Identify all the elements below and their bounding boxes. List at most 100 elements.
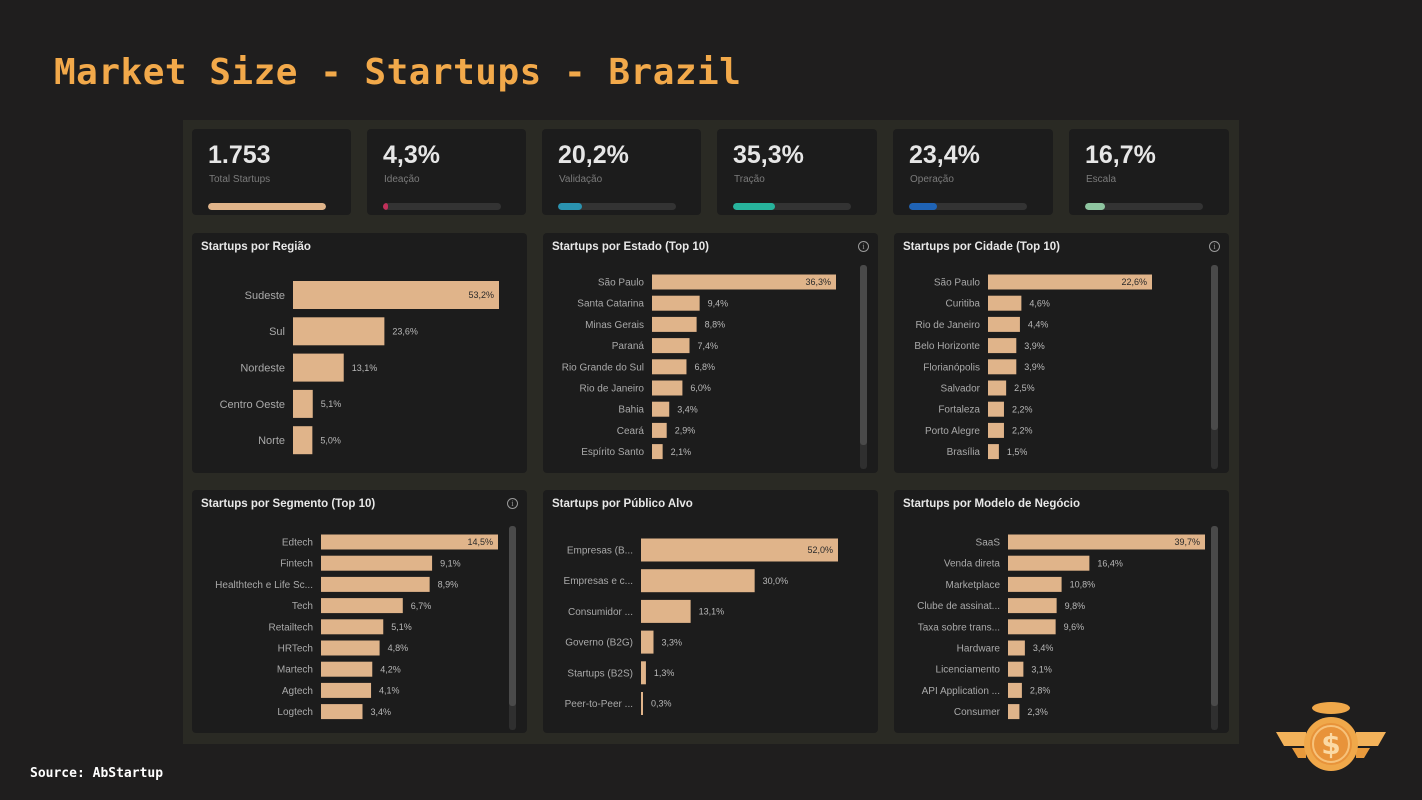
bar[interactable]	[1008, 640, 1025, 656]
bar[interactable]	[1008, 555, 1090, 571]
data-label: 4,6%	[1029, 298, 1050, 308]
category-label: Belo Horizonte	[914, 341, 980, 352]
bar[interactable]	[641, 569, 755, 593]
kpi-card: 20,2% Validação	[542, 129, 701, 215]
info-icon[interactable]: i	[1209, 241, 1220, 252]
scrollbar[interactable]	[509, 526, 516, 730]
kpi-progress-fill	[909, 203, 937, 210]
category-label: Tech	[292, 601, 313, 612]
bar[interactable]	[988, 295, 1022, 311]
bar[interactable]	[652, 316, 697, 332]
bar[interactable]	[988, 359, 1017, 375]
data-label: 4,8%	[388, 643, 409, 653]
bar[interactable]	[652, 444, 663, 460]
bar[interactable]	[321, 704, 363, 720]
bar[interactable]	[321, 619, 384, 635]
category-label: Taxa sobre trans...	[918, 622, 1000, 633]
bar[interactable]	[1008, 682, 1022, 698]
bar[interactable]	[652, 422, 667, 438]
bar[interactable]	[321, 682, 372, 698]
bar[interactable]	[988, 422, 1004, 438]
scrollbar[interactable]	[1211, 526, 1218, 730]
bar[interactable]	[321, 576, 430, 592]
chart-panel: Startups por Modelo de Negócio SaaS 39,7% V…	[894, 490, 1229, 733]
bar[interactable]	[652, 359, 687, 375]
category-label: Martech	[277, 665, 313, 676]
data-label: 4,1%	[379, 686, 400, 696]
bar[interactable]	[293, 389, 313, 418]
bar[interactable]	[293, 353, 344, 382]
bar[interactable]	[1008, 534, 1205, 550]
page-title: Market Size - Startups - Brazil	[54, 52, 742, 93]
bar[interactable]	[652, 338, 690, 354]
scrollbar[interactable]	[860, 265, 867, 469]
bar[interactable]	[641, 661, 646, 685]
info-icon[interactable]: i	[858, 241, 869, 252]
bar[interactable]	[1008, 661, 1024, 677]
bar[interactable]	[988, 316, 1020, 332]
source-note: Source: AbStartup	[30, 766, 164, 781]
bar-chart: São Paulo 22,6% Curitiba 4,6% Rio de Janeiro…	[914, 274, 1152, 460]
scrollbar-thumb[interactable]	[860, 265, 867, 445]
data-label: 14,5%	[467, 537, 493, 547]
data-label: 2,9%	[675, 426, 696, 436]
info-icon[interactable]: i	[507, 498, 518, 509]
data-label: 2,2%	[1012, 404, 1033, 414]
kpi-value: 16,7%	[1085, 141, 1156, 169]
bar[interactable]	[1008, 704, 1020, 720]
bar[interactable]	[293, 281, 499, 309]
bar[interactable]	[1008, 598, 1057, 614]
bar[interactable]	[641, 599, 691, 623]
bar[interactable]	[293, 317, 385, 346]
chart-panel: Startups por Estado (Top 10) i São Paulo 36…	[543, 233, 878, 473]
data-label: 2,8%	[1030, 686, 1051, 696]
data-label: 5,1%	[321, 399, 342, 409]
bar[interactable]	[652, 274, 836, 290]
data-label: 5,1%	[391, 622, 412, 632]
data-label: 2,3%	[1027, 707, 1048, 717]
category-label: Rio de Janeiro	[580, 384, 645, 395]
bar[interactable]	[641, 538, 838, 562]
bar[interactable]	[988, 338, 1017, 354]
bar[interactable]	[321, 555, 433, 571]
scrollbar-thumb[interactable]	[1211, 265, 1218, 430]
bar[interactable]	[321, 598, 403, 614]
bar[interactable]	[652, 380, 683, 396]
chart-panel: Startups por Segmento (Top 10) i Edtech 14,…	[192, 490, 527, 733]
data-label: 1,3%	[654, 668, 675, 678]
bar[interactable]	[652, 401, 670, 417]
chart-title: Startups por Segmento (Top 10)	[201, 498, 376, 510]
bar-chart: São Paulo 36,3% Santa Catarina 9,4% Minas Ge…	[562, 274, 836, 460]
category-label: Licenciamento	[936, 665, 1001, 676]
data-label: 52,0%	[807, 545, 833, 555]
bar[interactable]	[641, 692, 643, 715]
kpi-label: Validação	[559, 174, 603, 185]
bar[interactable]	[293, 426, 313, 455]
data-label: 6,7%	[411, 601, 432, 611]
data-label: 4,2%	[380, 664, 401, 674]
category-label: Consumidor ...	[568, 607, 633, 618]
kpi-value: 35,3%	[733, 141, 804, 169]
bar[interactable]	[321, 534, 498, 550]
data-label: 53,2%	[468, 290, 494, 300]
bar[interactable]	[321, 661, 373, 677]
bar[interactable]	[641, 630, 654, 654]
bar[interactable]	[1008, 619, 1056, 635]
category-label: Sul	[269, 326, 285, 338]
scrollbar-thumb[interactable]	[1211, 526, 1218, 706]
data-label: 5,0%	[320, 435, 341, 445]
bar-chart: Empresas (B... 52,0% Empresas e c... 30,0% C…	[564, 538, 838, 715]
bar[interactable]	[988, 401, 1004, 417]
bar[interactable]	[988, 380, 1007, 396]
kpi-label: Operação	[910, 174, 954, 185]
category-label: Marketplace	[946, 580, 1001, 591]
bar[interactable]	[321, 640, 380, 656]
bar[interactable]	[988, 274, 1152, 290]
scrollbar[interactable]	[1211, 265, 1218, 469]
bar[interactable]	[1008, 576, 1062, 592]
scrollbar-thumb[interactable]	[509, 526, 516, 706]
chart-panel: Startups por Público Alvo Empresas (B... 5…	[543, 490, 878, 733]
bar[interactable]	[988, 444, 999, 460]
bar-chart: SaaS 39,7% Venda direta 16,4% Marketplace 10,…	[917, 534, 1205, 720]
bar[interactable]	[652, 295, 700, 311]
